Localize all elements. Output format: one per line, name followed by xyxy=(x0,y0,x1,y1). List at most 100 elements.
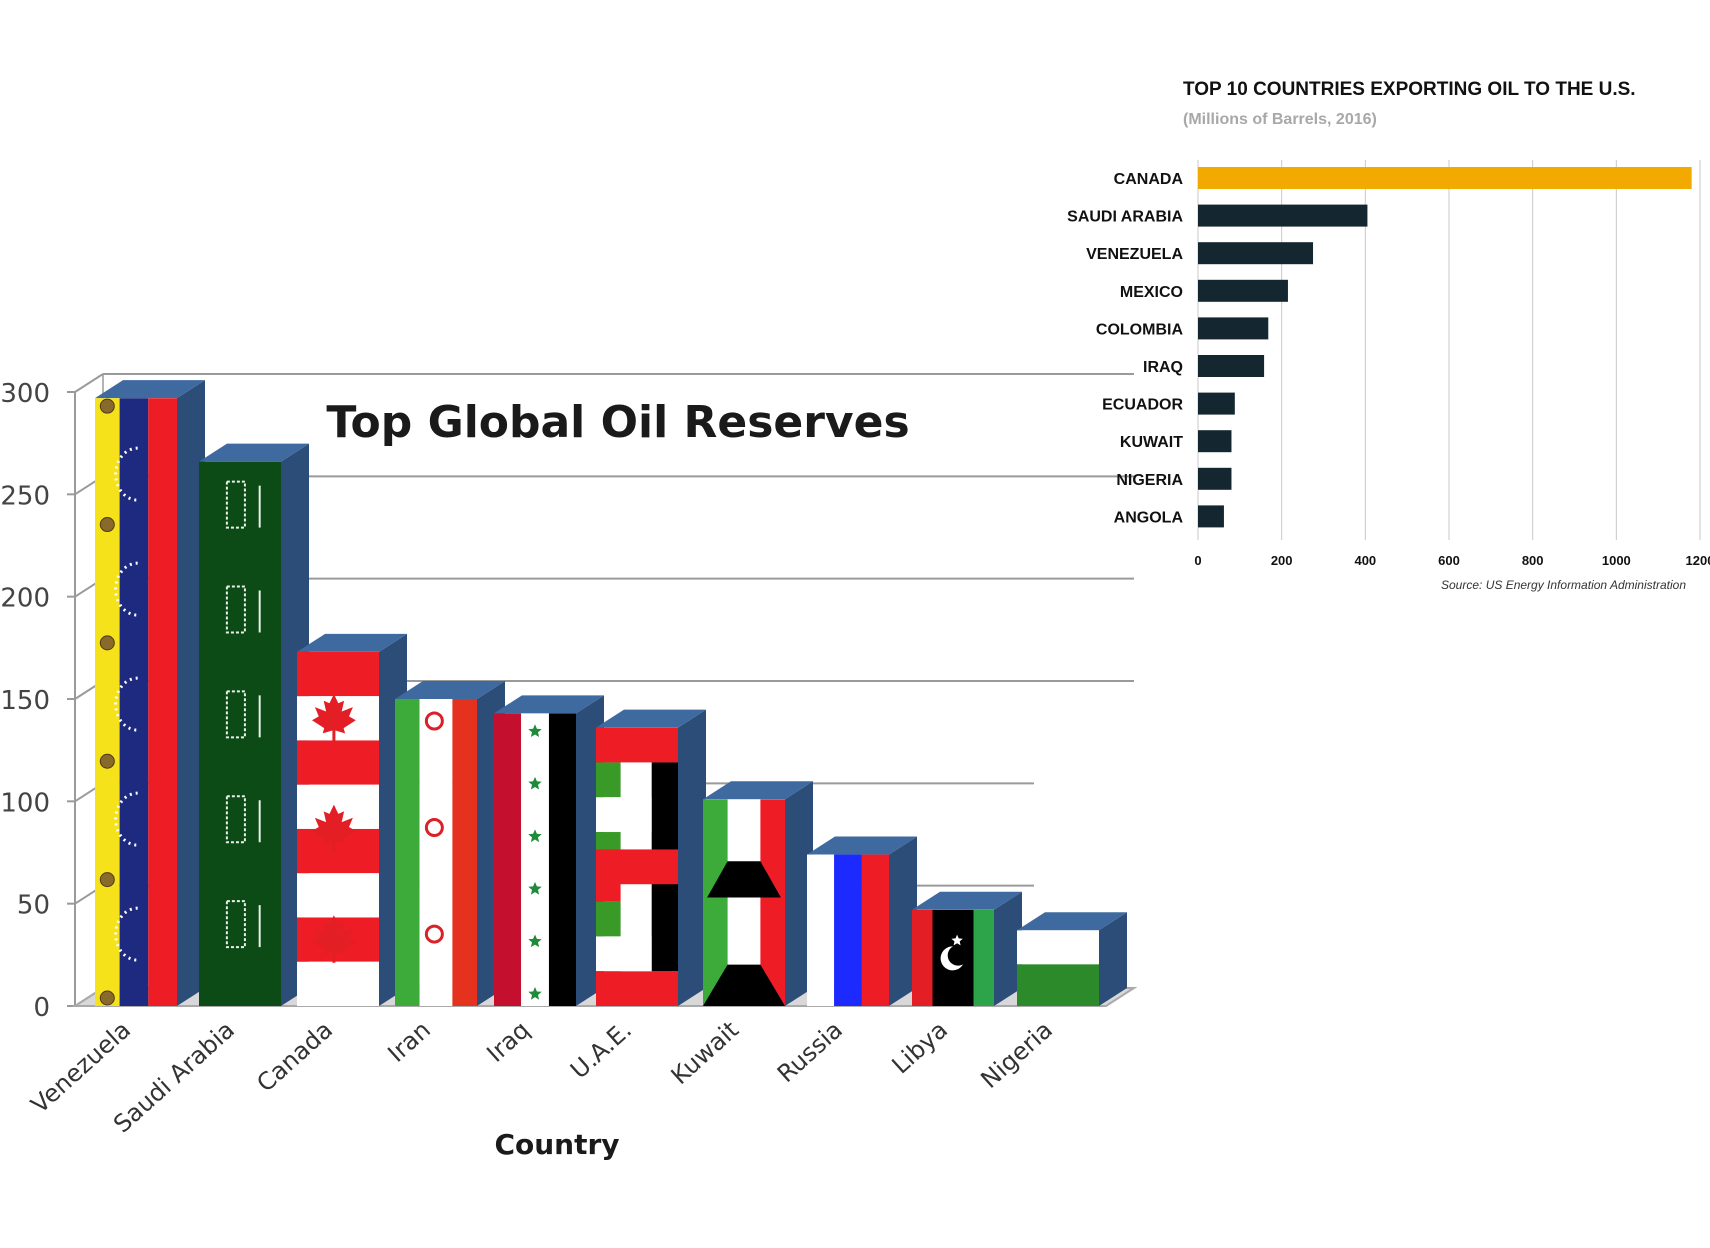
flag-stripe xyxy=(494,713,522,1006)
reserves-bar-flag xyxy=(912,909,994,1006)
exports-category-label: NIGERIA xyxy=(1116,472,1183,489)
exports-bar-ecuador xyxy=(1198,392,1235,415)
exports-bar-colombia xyxy=(1198,317,1269,340)
reserves-bar-top xyxy=(1017,912,1127,931)
reserves-x-tick-label: Venezuela xyxy=(26,1016,136,1119)
reserves-x-axis-label: Country xyxy=(494,1128,619,1161)
flag-emblem xyxy=(99,398,115,414)
exports-source-note: Source: US Energy Information Administra… xyxy=(1441,578,1686,592)
reserves-y-tick-label: 50 xyxy=(17,891,50,921)
reserves-bar-top xyxy=(494,695,604,714)
flag-stripe xyxy=(912,909,933,1006)
exports-x-tick-label: 1000 xyxy=(1602,553,1631,568)
reserves-bar-flag xyxy=(395,699,477,1006)
reserves-y-ticks: 0 50 100 150 200 250 300 xyxy=(0,379,50,1023)
reserves-y-tick-label: 200 xyxy=(0,584,50,614)
reserves-bar-flag xyxy=(297,651,379,1006)
flag-star xyxy=(528,987,542,1000)
reserves-y-tick-label: 250 xyxy=(0,481,50,511)
reserves-y-tick-label: 150 xyxy=(0,686,50,716)
reserves-bar-u-a-e xyxy=(596,709,706,1006)
exports-y-ticks: CANADA SAUDI ARABIA VENEZUELA MEXICO COLOMBI… xyxy=(1067,171,1183,526)
exports-x-tick-label: 600 xyxy=(1438,553,1460,568)
reserves-bar-top xyxy=(703,781,813,800)
reserves-bar-side xyxy=(889,836,917,1006)
reserves-bar-top xyxy=(95,380,205,399)
reserves-bar-top xyxy=(912,891,1022,910)
reserves-bar-flag xyxy=(494,713,576,1006)
exports-bar-angola xyxy=(1198,505,1224,528)
flag-star-arc xyxy=(114,906,138,962)
reserves-x-tick-label: U.A.E. xyxy=(565,1016,637,1085)
reserves-x-tick-label: Canada xyxy=(251,1016,338,1098)
flag-stripe xyxy=(395,699,420,1006)
flag-stripe xyxy=(932,909,974,1006)
exports-x-tick-label: 1200 xyxy=(1686,553,1710,568)
exports-category-label: CANADA xyxy=(1114,171,1184,188)
reserves-bar-canada xyxy=(297,633,407,1006)
flag-emblem xyxy=(99,635,115,651)
flag-star xyxy=(528,776,542,790)
reserves-bar-libya xyxy=(912,891,1022,1006)
flag-stripe xyxy=(861,854,889,1006)
flag-emblem xyxy=(99,872,115,888)
reserves-bar-top xyxy=(807,836,917,855)
flag-stripe xyxy=(297,873,379,918)
reserves-bar-venezuela xyxy=(95,380,205,1006)
reserves-bar-saudi-arabia xyxy=(199,443,309,1006)
flag-stripe xyxy=(297,961,379,1006)
exports-bar-saudi-arabia xyxy=(1198,204,1368,227)
exports-category-label: IRAQ xyxy=(1143,359,1183,376)
reserves-bar-side xyxy=(785,781,813,1006)
reserves-bar-flag xyxy=(807,854,889,1006)
flag-stripe xyxy=(95,398,120,1006)
reserves-y-tick-label: 100 xyxy=(0,788,50,818)
flag-trapezoid xyxy=(707,861,781,898)
reserves-y-tick-label: 300 xyxy=(0,379,50,409)
reserves-bar-kuwait xyxy=(703,781,813,1006)
flag-star xyxy=(528,881,542,895)
flag-stripe xyxy=(548,713,576,1006)
exports-category-label: ANGOLA xyxy=(1114,509,1184,526)
flag-stripe xyxy=(596,849,678,885)
flag-maple-leaf xyxy=(312,804,356,853)
flag-star-arc xyxy=(114,791,138,847)
reserves-bar-top xyxy=(199,443,309,462)
flag-script xyxy=(225,690,246,739)
flag-star-arc xyxy=(114,676,138,732)
flag-stripe xyxy=(521,713,549,1006)
exports-bar-venezuela xyxy=(1198,242,1314,265)
exports-bar-nigeria xyxy=(1198,467,1232,490)
flag-stripe xyxy=(297,740,379,785)
reserves-bar-top xyxy=(596,709,706,728)
flag-star-arc xyxy=(114,446,138,502)
reserves-bar-flag xyxy=(1017,930,1099,1006)
flag-stripe xyxy=(419,699,453,1006)
flag-script xyxy=(225,900,246,949)
exports-bar-kuwait xyxy=(1198,430,1232,453)
reserves-bar-flag xyxy=(596,727,678,1006)
exports-category-label: MEXICO xyxy=(1120,284,1183,301)
exports-x-tick-label: 400 xyxy=(1354,553,1376,568)
exports-category-label: SAUDI ARABIA xyxy=(1067,209,1183,226)
flag-emblem xyxy=(99,753,115,769)
reserves-x-tick-label: Iraq xyxy=(481,1016,535,1068)
flag-star xyxy=(528,724,542,737)
reserves-bar-flag xyxy=(199,461,281,1006)
flag-stripe xyxy=(973,909,994,1006)
exports-x-tick-label: 200 xyxy=(1271,553,1293,568)
reserves-bar-side xyxy=(1099,912,1127,1006)
reserves-bar-top xyxy=(297,633,407,652)
flag-star-arc xyxy=(114,561,138,617)
exports-category-label: VENEZUELA xyxy=(1086,246,1183,263)
flag-stripe xyxy=(807,854,835,1006)
flag-star xyxy=(951,934,963,946)
flag-stripe xyxy=(297,651,379,697)
exports-category-label: ECUADOR xyxy=(1102,397,1183,414)
reserves-x-tick-label: Iran xyxy=(382,1016,436,1068)
reserves-x-tick-label: Russia xyxy=(772,1016,848,1088)
flag-script xyxy=(225,480,246,529)
exports-bars xyxy=(1198,167,1692,528)
